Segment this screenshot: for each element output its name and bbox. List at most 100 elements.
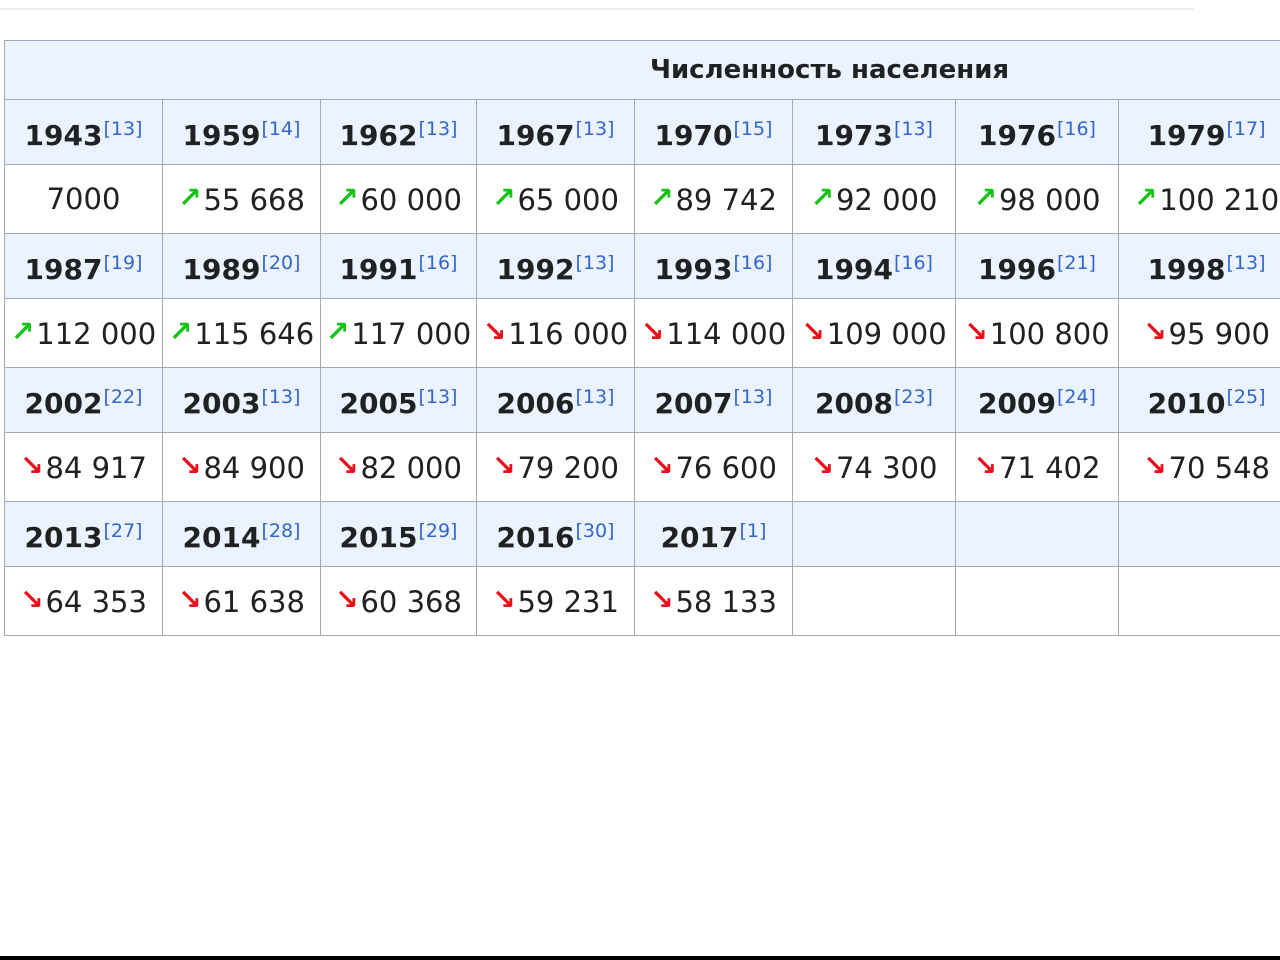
- population-cell: ↗55 668: [162, 164, 321, 234]
- increase-arrow-icon: ↗: [168, 315, 193, 348]
- year-label: 2005: [339, 387, 418, 420]
- reference-link[interactable]: [13]: [103, 118, 143, 140]
- year-header-row: 1987[19] 1989[20] 1991[16] 1992[13] 1993[16]…: [4, 233, 1280, 299]
- reference-link[interactable]: [17]: [1226, 118, 1266, 140]
- reference-link[interactable]: [20]: [261, 252, 301, 274]
- year-label: 1962: [339, 119, 418, 152]
- year-label: 2007: [654, 387, 733, 420]
- population-cell: ↗60 000: [320, 164, 477, 234]
- year-cell: 1970[15]: [634, 99, 793, 165]
- population-cell: ↘58 133: [634, 566, 793, 636]
- population-value: 109 000: [826, 317, 947, 351]
- decrease-arrow-icon: ↘: [482, 315, 507, 348]
- decrease-arrow-icon: ↘: [335, 449, 359, 482]
- population-cell: [1117, 566, 1280, 636]
- reference-link[interactable]: [19]: [103, 252, 143, 274]
- year-cell: 2017[1]: [634, 501, 793, 567]
- population-cell: ↗65 000: [476, 164, 635, 234]
- year-cell: 2003[13]: [162, 367, 321, 433]
- reference-link[interactable]: [27]: [103, 520, 143, 542]
- year-cell: 1979[17]: [1117, 99, 1280, 165]
- reference-link[interactable]: [14]: [261, 118, 301, 140]
- population-value: 70 548: [1168, 451, 1271, 485]
- year-label: 2008: [815, 387, 893, 420]
- population-cell: ↘64 353: [4, 566, 163, 636]
- reference-link[interactable]: [16]: [418, 252, 458, 274]
- top-divider: [0, 8, 1194, 10]
- year-cell: 1959[14]: [162, 99, 321, 165]
- year-cell: 1991[16]: [320, 233, 477, 299]
- year-cell: [1117, 501, 1280, 567]
- population-value-row: 7000 ↗55 668 ↗60 000 ↗65 000 ↗89 742 ↗92 000 ↗…: [4, 164, 1280, 234]
- population-value: 92 000: [835, 183, 938, 217]
- year-header-row: 2002[22] 2003[13] 2005[13] 2006[13] 2007[13]…: [4, 367, 1280, 433]
- year-label: 1989: [182, 253, 261, 286]
- year-cell: 1987[19]: [4, 233, 163, 299]
- population-cell: [792, 566, 956, 636]
- year-cell: 1943[13]: [4, 99, 163, 165]
- year-cell: 1962[13]: [320, 99, 477, 165]
- reference-link[interactable]: [16]: [1056, 118, 1096, 140]
- reference-link[interactable]: [15]: [733, 118, 773, 140]
- year-label: 1993: [654, 253, 733, 286]
- population-cell: ↗115 646: [162, 298, 321, 368]
- population-value: 65 000: [517, 183, 619, 217]
- year-label: 2013: [24, 521, 103, 554]
- decrease-arrow-icon: ↘: [640, 315, 665, 348]
- population-table: Численность населения 1943[13] 1959[14] 19…: [3, 40, 1280, 636]
- reference-link[interactable]: [22]: [103, 386, 143, 408]
- population-table-wrapper: Численность населения 1943[13] 1959[14] 19…: [3, 40, 1280, 636]
- year-cell: 2006[13]: [476, 367, 635, 433]
- population-value: 59 231: [517, 585, 619, 619]
- population-value: 95 900: [1168, 317, 1271, 351]
- year-label: 1979: [1147, 119, 1226, 152]
- reference-link[interactable]: [23]: [893, 386, 933, 408]
- decrease-arrow-icon: ↘: [335, 583, 359, 616]
- reference-link[interactable]: [13]: [418, 386, 458, 408]
- year-label: 2003: [182, 387, 261, 420]
- population-cell: ↘95 900: [1117, 298, 1280, 368]
- year-label: 1970: [654, 119, 733, 152]
- year-cell: 1973[13]: [792, 99, 956, 165]
- reference-link[interactable]: [13]: [261, 386, 301, 408]
- year-cell: 2016[30]: [476, 501, 635, 567]
- decrease-arrow-icon: ↘: [810, 449, 834, 482]
- increase-arrow-icon: ↗: [335, 181, 359, 214]
- population-value: 58 133: [675, 585, 777, 619]
- population-value: 61 638: [203, 585, 305, 619]
- year-label: 1998: [1147, 253, 1226, 286]
- reference-link[interactable]: [21]: [1056, 252, 1096, 274]
- decrease-arrow-icon: ↘: [1143, 315, 1167, 348]
- reference-link[interactable]: [30]: [575, 520, 615, 542]
- reference-link[interactable]: [13]: [575, 252, 615, 274]
- reference-link[interactable]: [25]: [1226, 386, 1266, 408]
- reference-link[interactable]: [1]: [739, 520, 767, 542]
- population-value: 7000: [46, 182, 121, 216]
- reference-link[interactable]: [13]: [893, 118, 933, 140]
- table-title: Численность населения: [3, 40, 1280, 100]
- year-label: 2017: [660, 521, 739, 554]
- year-label: 2010: [1147, 387, 1226, 420]
- population-value: 82 000: [360, 451, 462, 485]
- reference-link[interactable]: [16]: [893, 252, 933, 274]
- reference-link[interactable]: [16]: [733, 252, 773, 274]
- population-cell: ↘82 000: [320, 432, 477, 502]
- reference-link[interactable]: [13]: [1226, 252, 1266, 274]
- increase-arrow-icon: ↗: [492, 181, 516, 214]
- decrease-arrow-icon: ↘: [964, 315, 988, 348]
- reference-link[interactable]: [13]: [575, 118, 615, 140]
- year-cell: [792, 501, 956, 567]
- reference-link[interactable]: [13]: [575, 386, 615, 408]
- reference-link[interactable]: [29]: [418, 520, 458, 542]
- year-label: 2006: [496, 387, 575, 420]
- decrease-arrow-icon: ↘: [20, 583, 44, 616]
- reference-link[interactable]: [24]: [1056, 386, 1096, 408]
- reference-link[interactable]: [13]: [418, 118, 458, 140]
- reference-link[interactable]: [28]: [261, 520, 301, 542]
- year-cell: 1976[16]: [955, 99, 1119, 165]
- decrease-arrow-icon: ↘: [20, 449, 44, 482]
- reference-link[interactable]: [13]: [733, 386, 773, 408]
- year-label: 1987: [24, 253, 103, 286]
- population-cell: ↘114 000: [634, 298, 793, 368]
- population-value: 100 210: [1159, 183, 1280, 217]
